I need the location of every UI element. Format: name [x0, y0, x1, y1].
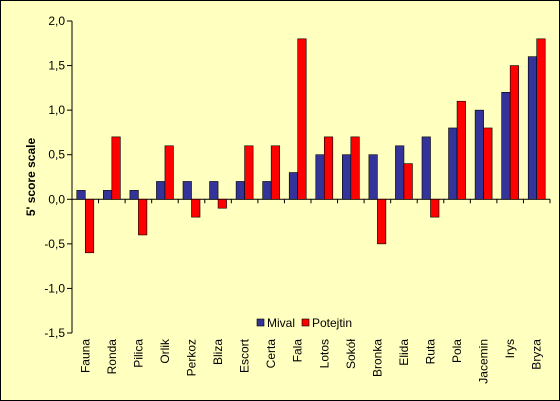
y-tick-label: -1,5	[44, 326, 65, 340]
bar-potejtin-bronka	[377, 198, 387, 245]
x-tick-label: Sokół	[344, 339, 358, 369]
bar-mival-bryza	[527, 56, 538, 200]
bar-mival-orlik	[156, 181, 166, 200]
chart-axes	[67, 20, 551, 334]
x-tick-label: Lotos	[317, 339, 331, 368]
bar-potejtin-bryza	[536, 38, 546, 200]
y-axis-label: 5' score scale	[24, 138, 38, 217]
chart-legend: Mival Potejtin	[256, 316, 352, 330]
bar-potejtin-certa	[270, 145, 280, 200]
bar-potejtin-fauna	[84, 198, 95, 254]
bar-mival-sokół	[342, 154, 352, 200]
bar-potejtin-lotos	[323, 136, 334, 200]
bar-potejtin-bliza	[217, 198, 227, 209]
bar-mival-fauna	[76, 190, 86, 200]
legend-swatch-potejtin	[301, 318, 310, 327]
x-tick-label: Bliza	[211, 339, 225, 365]
bar-potejtin-elida	[403, 163, 413, 200]
bar-mival-bronka	[368, 154, 378, 200]
x-tick-label: Ruta	[424, 339, 438, 365]
bar-mival-perkoz	[182, 181, 192, 200]
bar-mival-certa	[262, 181, 272, 200]
x-tick-label: Ronda	[105, 339, 119, 375]
bar-mival-lotos	[315, 154, 325, 200]
bar-mival-ruta	[421, 136, 431, 200]
legend-label-mival: Mival	[267, 316, 295, 330]
bar-potejtin-sokół	[350, 136, 360, 200]
bar-potejtin-perkoz	[191, 198, 201, 218]
x-tick-label: Pilica	[131, 339, 145, 368]
bar-mival-irys	[501, 92, 511, 200]
bar-potejtin-jacemin	[483, 127, 493, 200]
bar-mival-pola	[448, 127, 458, 200]
bar-potejtin-ruta	[430, 198, 440, 218]
x-tick-label: Perkoz	[185, 339, 199, 376]
bar-potejtin-fala	[297, 38, 307, 200]
x-tick-label: Bryza	[530, 339, 544, 370]
bar-mival-escort	[235, 181, 245, 200]
bar-potejtin-orlik	[164, 145, 174, 200]
bar-potejtin-ronda	[111, 136, 121, 200]
y-tick-labels: -1,5 -1,0 -0,5 0,0 0,5 1,0 1,5 2,0	[44, 14, 65, 340]
x-tick-label: Bronka	[370, 339, 384, 377]
y-tick-label: -0,5	[44, 237, 65, 251]
y-tick-label: 0,5	[48, 148, 65, 162]
bar-mival-jacemin	[474, 109, 484, 200]
bar-mival-ronda	[103, 190, 113, 200]
bar-mival-pilica	[129, 190, 139, 200]
x-tick-labels: Fauna Ronda Pilica Orlik Perkoz Bliza Escort Ce…	[78, 338, 543, 384]
legend-label-potejtin: Potejtin	[312, 316, 352, 330]
x-tick-label: Certa	[264, 339, 278, 369]
y-tick-label: 2,0	[48, 14, 65, 28]
legend-swatch-mival	[256, 318, 265, 327]
y-tick-label: 0,0	[48, 192, 65, 206]
bar-potejtin-escort	[244, 145, 254, 200]
bar-mival-fala	[288, 172, 299, 200]
bar-potejtin-pola	[456, 100, 466, 200]
x-tick-label: Elida	[397, 339, 411, 366]
x-tick-label: Escort	[238, 338, 252, 373]
bar-mival-elida	[395, 145, 405, 200]
y-tick-label: -1,0	[44, 281, 65, 295]
bar-potejtin-irys	[509, 65, 519, 200]
bar-mival-bliza	[209, 181, 219, 200]
bar-potejtin-pilica	[138, 198, 148, 236]
x-tick-label: Fala	[291, 339, 305, 363]
y-tick-label: 1,5	[48, 59, 65, 73]
x-tick-label: Pola	[450, 339, 464, 363]
x-tick-label: Irys	[503, 339, 517, 358]
x-tick-label: Fauna	[78, 339, 92, 373]
chart-bars	[76, 38, 546, 254]
x-tick-label: Orlik	[158, 338, 172, 364]
x-tick-label: Jacemin	[477, 339, 491, 384]
y-tick-label: 1,0	[48, 103, 65, 117]
